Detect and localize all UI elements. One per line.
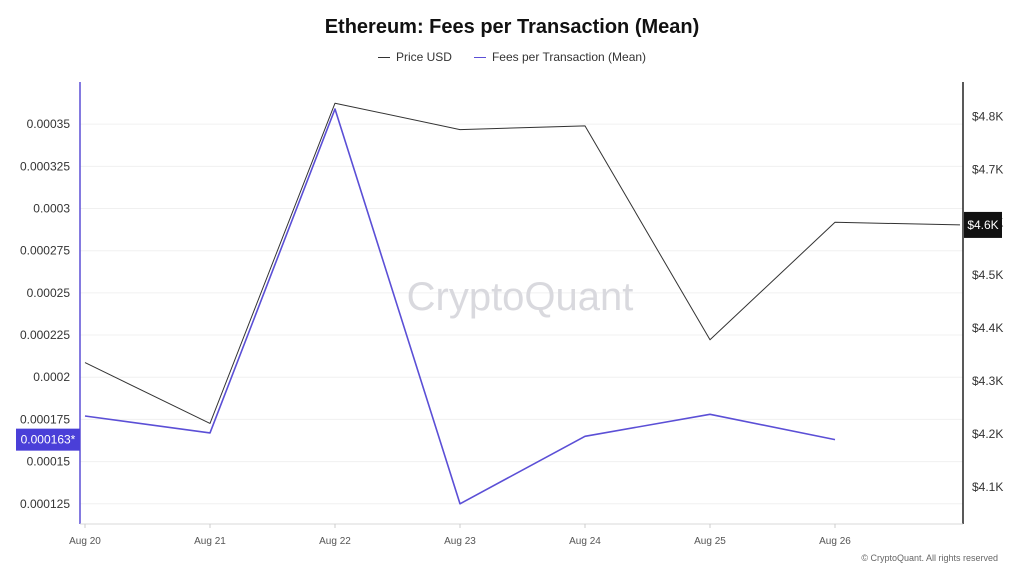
- y-left-tick-label: 0.000325: [20, 159, 70, 173]
- y-left-tick-label: 0.000125: [20, 497, 70, 511]
- current-price-tag: [964, 211, 1002, 238]
- current-fee-tag: [16, 428, 80, 451]
- x-tick-label: Aug 21: [194, 536, 226, 547]
- x-tick-label: Aug 26: [819, 536, 851, 547]
- current-price-label: $4.6K: [967, 218, 998, 232]
- y-right-tick-label: $4.2K: [972, 427, 1003, 441]
- y-right-tick-label: $4.8K: [972, 109, 1003, 123]
- y-right-tick-label: $4.1K: [972, 480, 1003, 494]
- y-left-tick-label: 0.000225: [20, 328, 70, 342]
- y-right-tick-label: $4.7K: [972, 162, 1003, 176]
- y-right-tick-label: $4.5K: [972, 268, 1003, 282]
- legend-item-price[interactable]: Price USD: [377, 50, 452, 64]
- x-tick-label: Aug 23: [444, 536, 476, 547]
- fees-per-transaction-line: [84, 108, 836, 505]
- legend-swatch-fees: [473, 56, 486, 58]
- legend: Price USD Fees per Transaction (Mean): [0, 50, 1024, 64]
- y-left-tick-label: 0.0002: [33, 370, 70, 384]
- x-tick-label: Aug 24: [569, 536, 601, 547]
- legend-item-fees[interactable]: Fees per Transaction (Mean): [473, 50, 647, 64]
- y-left-tick-label: 0.00035: [27, 117, 71, 131]
- y-right-tick-label: $4.4K: [972, 321, 1003, 335]
- y-left-tick-label: 0.000275: [20, 244, 70, 258]
- copyright-notice: © CryptoQuant. All rights reserved: [861, 553, 998, 563]
- x-tick-label: Aug 20: [69, 536, 101, 547]
- y-right-tick-label: $4.3K: [972, 374, 1003, 388]
- y-left-tick-label: 0.00025: [27, 286, 71, 300]
- y-left-tick-label: 0.0003: [33, 202, 70, 216]
- y-left-tick-label: 0.000175: [20, 412, 70, 426]
- x-tick-label: Aug 22: [319, 536, 351, 547]
- watermark: CryptoQuant: [407, 275, 634, 319]
- x-tick-label: Aug 25: [694, 536, 726, 547]
- price-usd-line: [84, 102, 961, 424]
- legend-label-price: Price USD: [395, 50, 452, 64]
- y-left-tick-label: 0.00015: [27, 455, 71, 469]
- chart-title: Ethereum: Fees per Transaction (Mean): [324, 16, 700, 38]
- current-fee-label: 0.000163*: [21, 433, 76, 447]
- legend-swatch-price: [377, 56, 390, 58]
- legend-label-fees: Fees per Transaction (Mean): [491, 50, 647, 64]
